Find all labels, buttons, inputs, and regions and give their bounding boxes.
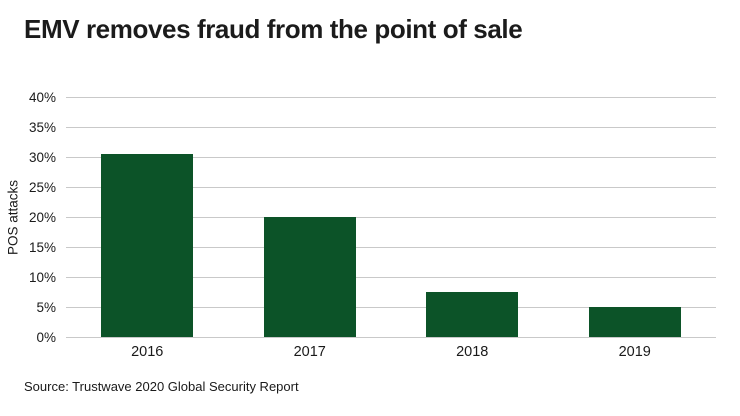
gridline: [66, 156, 716, 158]
chart-title: EMV removes fraud from the point of sale: [24, 14, 523, 44]
bar-2017: [263, 217, 356, 337]
y-tick-label: 20%: [28, 210, 56, 225]
bar-slot: [391, 97, 554, 337]
y-tick-label: 10%: [28, 270, 56, 285]
bar-2019: [588, 307, 681, 337]
gridline: [66, 276, 716, 278]
y-tick-label: 40%: [28, 90, 56, 105]
bar-slot: [66, 97, 229, 337]
x-tick-labels: 2016 2017 2018 2019: [66, 344, 716, 360]
x-tick-label: 2018: [456, 344, 489, 360]
y-tick-labels: 0% 5% 10% 15% 20% 25% 30% 35% 40%: [0, 90, 60, 345]
bars-container: [66, 97, 716, 337]
bar-2016: [101, 154, 194, 337]
bar-slot: [554, 97, 717, 337]
y-tick-label: 0%: [36, 330, 56, 345]
bar-slot: [229, 97, 392, 337]
y-tick-label: 5%: [36, 300, 56, 315]
gridline: [66, 246, 716, 248]
y-tick-label: 35%: [28, 120, 56, 135]
y-tick-label: 30%: [28, 150, 56, 165]
gridline: [66, 216, 716, 218]
x-tick-label: 2016: [131, 344, 164, 360]
plot-area: [66, 96, 716, 338]
gridline: [66, 96, 716, 98]
source-attribution: Source: Trustwave 2020 Global Security R…: [24, 379, 299, 394]
y-tick-label: 25%: [28, 180, 56, 195]
bar-2018: [426, 292, 519, 337]
gridline: [66, 186, 716, 188]
gridline: [66, 126, 716, 128]
y-tick-label: 15%: [28, 240, 56, 255]
x-tick-label: 2019: [618, 344, 651, 360]
gridline: [66, 306, 716, 308]
x-tick-label: 2017: [293, 344, 326, 360]
gridline: [66, 336, 716, 338]
